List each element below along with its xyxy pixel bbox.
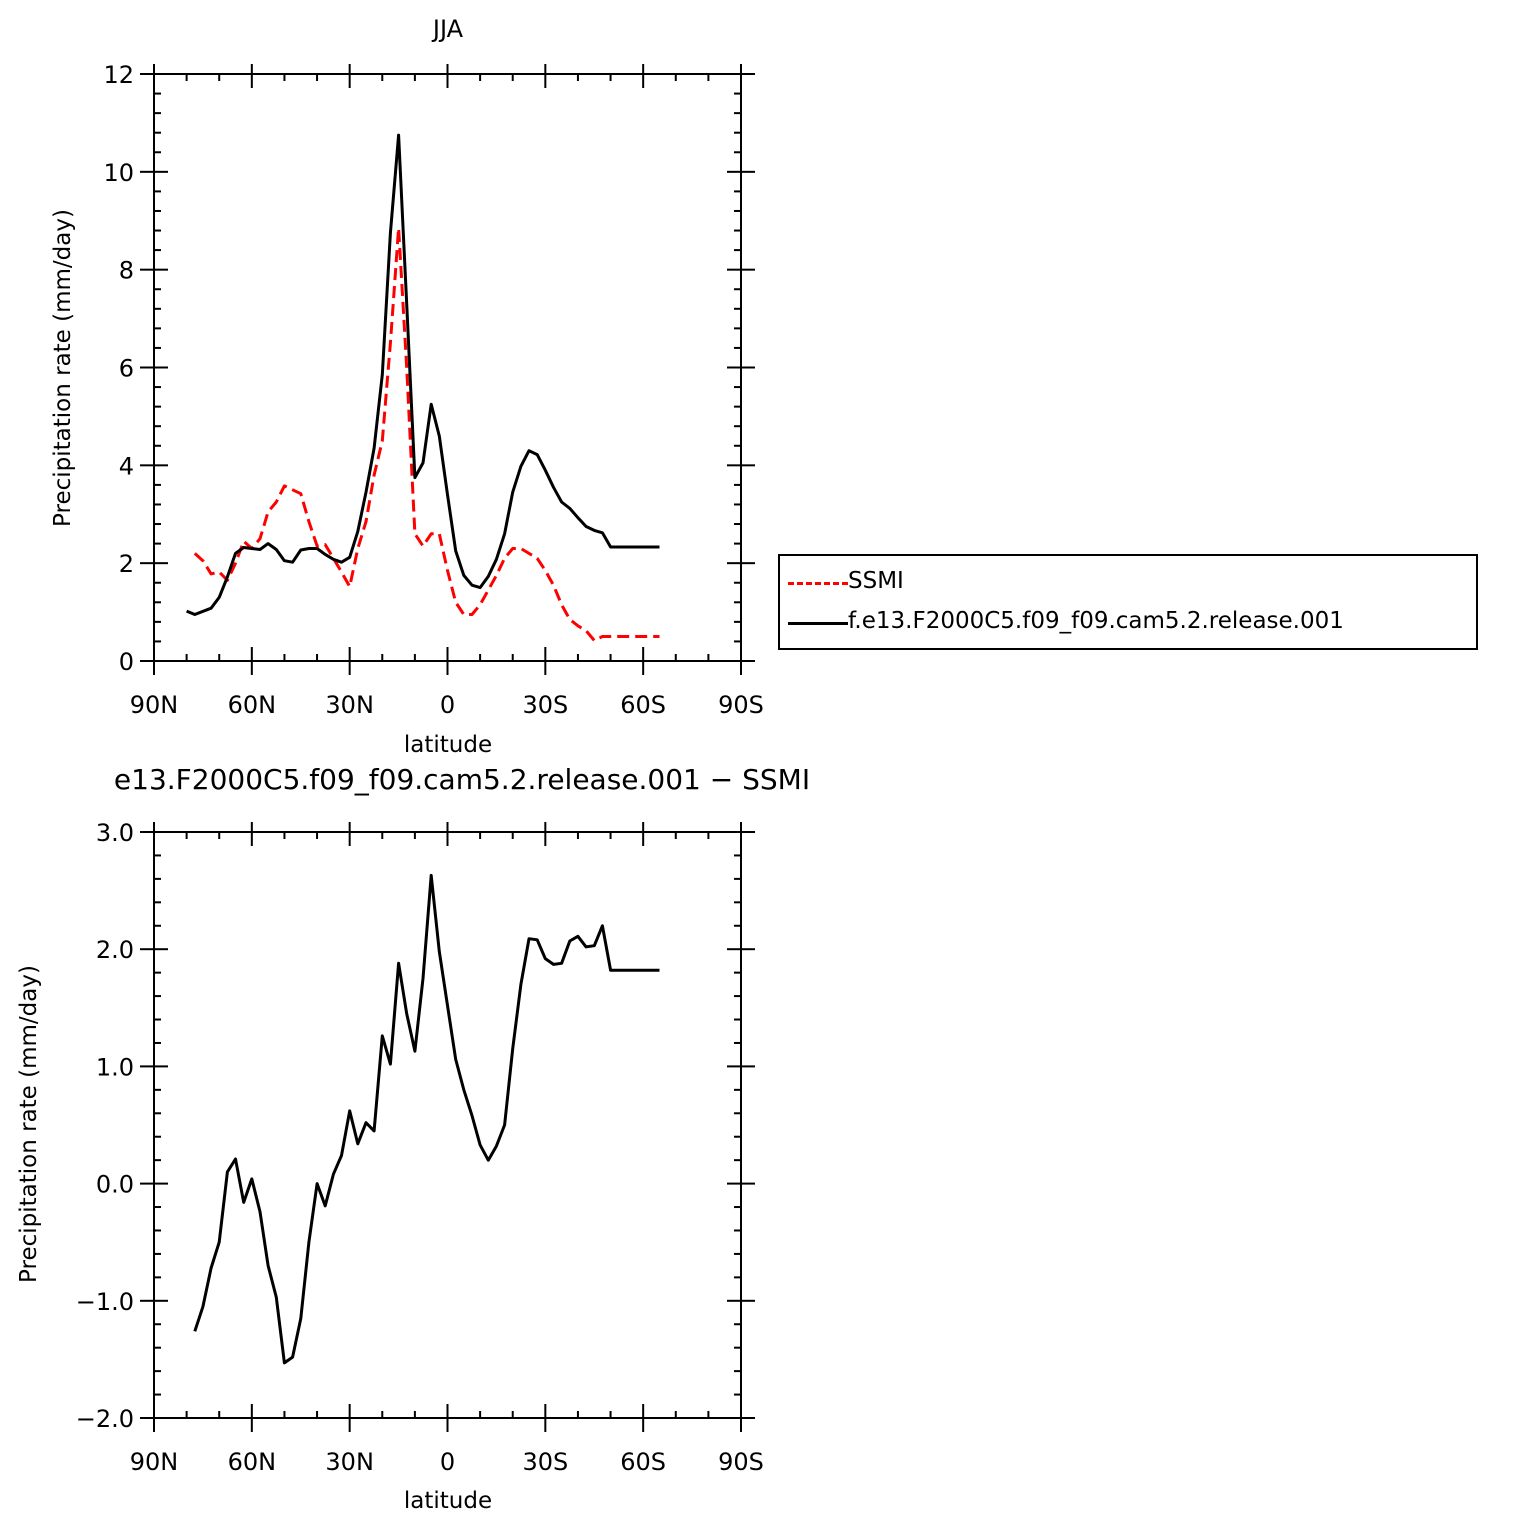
y-tick-label: 10 [103,159,134,187]
legend-swatch-model [788,622,848,625]
top-x-axis-label: latitude [404,732,492,758]
x-tick-label: 0 [440,1448,455,1476]
top-tick-labels: 90N 60N 30N 0 30S 60S 90S 0 2 4 6 8 10 12 [103,61,763,719]
x-tick-label: 30N [325,1448,374,1476]
series-line-ssmi [193,226,660,642]
y-tick-label: 12 [103,61,134,89]
x-tick-label: 90N [130,1448,179,1476]
bottom-tick-labels: 90N 60N 30N 0 30S 60S 90S −2.0 −1.0 0.0 1.0 2.0 3.0 [76,819,764,1476]
bottom-x-axis-label: latitude [404,1488,492,1514]
top-series-group [186,133,660,642]
y-tick-label: 6 [119,355,134,383]
x-tick-label: 90S [718,1448,764,1476]
legend-swatch-ssmi [788,582,848,585]
y-tick-label: −1.0 [76,1288,134,1316]
series-line-f-e13-f2000c5-f09-f09-cam5-2-release-001 [186,133,660,616]
top-axes [140,64,755,675]
plot-frame [153,831,742,1419]
bottom-y-axis-label: Precipitation rate (mm/day) [16,965,42,1283]
bottom-panel: e13.F2000C5.f09_f09.cam5.2.release.001 −… [16,763,810,1514]
x-tick-label: 90S [718,691,764,719]
y-tick-label: 0 [119,648,134,676]
x-tick-label: 0 [440,691,455,719]
y-tick-label: 8 [119,257,134,285]
x-tick-label: 30S [522,1448,568,1476]
y-tick-label: 4 [119,452,134,480]
x-tick-label: 30N [325,691,374,719]
legend-label-model: f.e13.F2000C5.f09_f09.cam5.2.release.001 [848,608,1344,634]
y-tick-label: 3.0 [96,819,134,847]
legend-item-ssmi: SSMI [780,564,1476,604]
legend-label-ssmi: SSMI [848,568,904,594]
y-tick-label: 0.0 [96,1171,134,1199]
y-tick-label: 1.0 [96,1053,134,1081]
top-y-axis-label: Precipitation rate (mm/day) [50,209,76,527]
bottom-axes [140,822,755,1432]
x-tick-label: 60N [228,1448,277,1476]
legend-item-model: f.e13.F2000C5.f09_f09.cam5.2.release.001 [780,604,1476,644]
top-chart-title: JJA [431,15,464,43]
x-tick-label: 90N [130,691,179,719]
legend: SSMI f.e13.F2000C5.f09_f09.cam5.2.releas… [778,554,1478,650]
y-tick-label: −2.0 [76,1405,134,1433]
x-tick-label: 60S [620,691,666,719]
x-tick-label: 60N [228,691,277,719]
bottom-series-group [193,873,660,1365]
x-tick-label: 60S [620,1448,666,1476]
top-panel: JJA 90N 60N 30N 0 30S 60S 90S 0 2 4 6 8 10 12 latitud… [50,15,764,758]
bottom-chart-title: e13.F2000C5.f09_f09.cam5.2.release.001 −… [114,763,810,796]
difference-line [193,873,660,1365]
y-tick-label: 2 [119,550,134,578]
y-tick-label: 2.0 [96,936,134,964]
x-tick-label: 30S [522,691,568,719]
